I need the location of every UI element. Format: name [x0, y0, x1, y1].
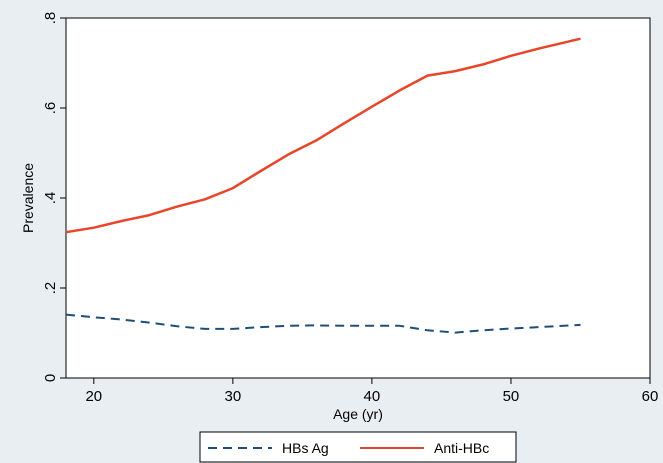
x-tick-label: 40: [364, 388, 381, 405]
x-tick-label: 50: [503, 388, 520, 405]
series-layer: [65, 37, 581, 334]
plot-area: [65, 17, 651, 379]
y-tick-label: .4: [42, 192, 59, 205]
legend-box: [199, 431, 517, 463]
legend-label-anti-hbc: Anti-HBc: [434, 440, 489, 456]
series-line-anti-hbc: [65, 37, 581, 234]
legend-label-hbs-ag: HBs Ag: [282, 440, 329, 456]
series-line-hbs-ag: [65, 313, 581, 334]
x-axis-title: Age (yr): [333, 406, 383, 422]
x-tick-label: 20: [85, 388, 102, 405]
legend: HBs Ag Anti-HBc: [199, 431, 517, 463]
y-tick-label: 0: [42, 374, 59, 382]
y-tick-label: .2: [42, 282, 59, 295]
x-axis: 20 30 40 50 60: [85, 378, 658, 405]
x-tick-label: 30: [225, 388, 242, 405]
x-tick-label: 60: [642, 388, 659, 405]
y-tick-label: .6: [42, 102, 59, 115]
y-axis-title: Prevalence: [20, 163, 36, 233]
y-tick-label: .8: [42, 12, 59, 25]
y-axis: 0 .2 .4 .6 .8: [42, 12, 66, 382]
